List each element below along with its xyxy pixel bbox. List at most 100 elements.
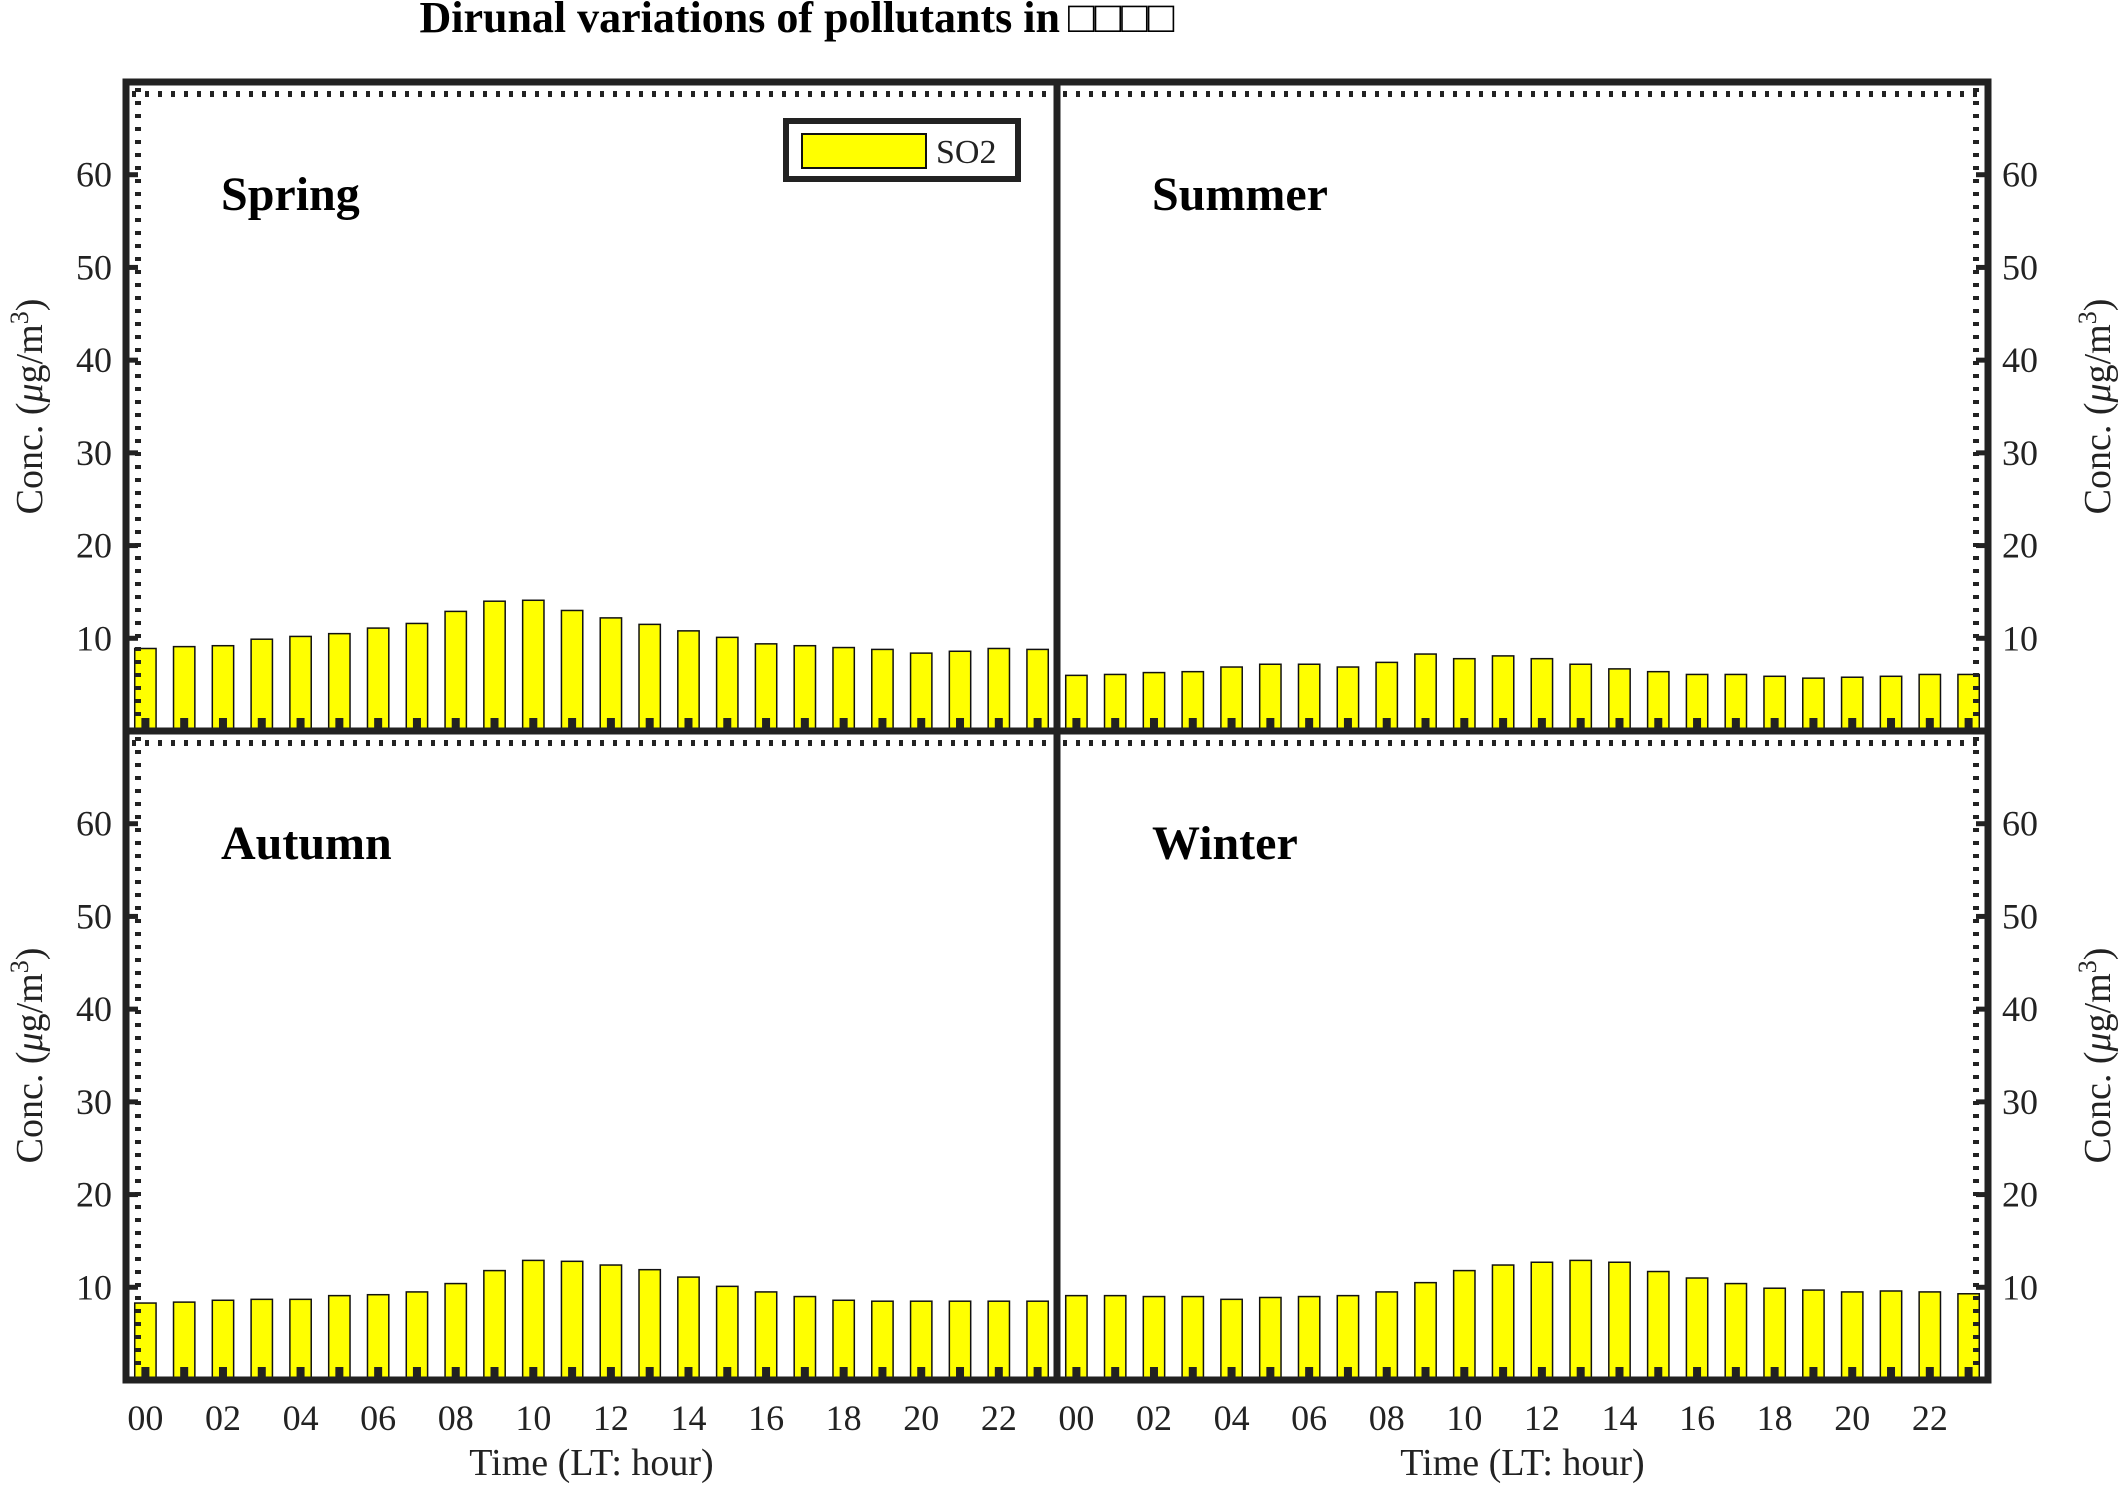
bar-07 bbox=[405, 622, 429, 732]
bar-13 bbox=[638, 623, 662, 732]
x-tick-mark bbox=[257, 1367, 266, 1377]
x-tick-mark bbox=[180, 718, 189, 728]
bar-14 bbox=[677, 1276, 700, 1381]
panels: 10 20 30 40 50 60 Conc. (μg/m3) Spring SO2 10 20 30… bbox=[5, 78, 2119, 1484]
bar-19 bbox=[1802, 1289, 1825, 1381]
x-tick-mark bbox=[1925, 718, 1934, 728]
x-tick-label: 18 bbox=[826, 1398, 862, 1438]
x-tick-mark bbox=[1072, 718, 1081, 728]
x-tick-mark bbox=[1149, 1367, 1158, 1377]
y-tick-label: 20 bbox=[76, 526, 112, 566]
x-tick-mark bbox=[878, 1367, 887, 1377]
y-tick-label: 30 bbox=[2002, 1082, 2038, 1122]
legend-swatch bbox=[801, 133, 927, 169]
x-tick-mark bbox=[1072, 1367, 1081, 1377]
x-axis-label: Time (LT: hour) bbox=[469, 1442, 713, 1484]
panel-winter: 10 20 30 40 50 60 Conc. (μg/m3) Winter 00 02 04 06 0… bbox=[1053, 727, 2119, 1484]
y-tick-label: 50 bbox=[76, 896, 112, 936]
x-tick-mark bbox=[1964, 718, 1973, 728]
x-tick-mark bbox=[645, 1367, 654, 1377]
x-tick-mark bbox=[218, 718, 227, 728]
x-tick-label: 04 bbox=[1214, 1398, 1250, 1438]
minor-ticks bbox=[132, 88, 1051, 725]
x-tick-mark bbox=[956, 1367, 965, 1377]
x-tick-mark bbox=[1266, 1367, 1275, 1377]
bar-15 bbox=[715, 1285, 739, 1381]
x-tick-mark bbox=[917, 718, 926, 728]
x-tick-mark bbox=[723, 718, 732, 728]
bar-14 bbox=[1608, 1261, 1631, 1381]
x-tick-label: 06 bbox=[1291, 1398, 1327, 1438]
x-tick-mark bbox=[296, 1367, 305, 1377]
x-tick-mark bbox=[529, 1367, 538, 1377]
x-tick-mark bbox=[684, 1367, 693, 1377]
x-tick-mark bbox=[1770, 718, 1779, 728]
x-tick-mark bbox=[1460, 718, 1469, 728]
x-tick-mark bbox=[1421, 1367, 1430, 1377]
x-tick-label: 10 bbox=[515, 1398, 551, 1438]
x-tick-mark bbox=[1343, 718, 1352, 728]
minor-ticks bbox=[1063, 737, 1982, 1374]
x-tick-label: 00 bbox=[1058, 1398, 1094, 1438]
x-tick-mark bbox=[1887, 718, 1896, 728]
x-tick-mark bbox=[529, 718, 538, 728]
x-tick-mark bbox=[839, 718, 848, 728]
x-tick-label: 22 bbox=[1912, 1398, 1948, 1438]
x-tick-mark bbox=[800, 718, 809, 728]
x-tick-mark bbox=[1731, 1367, 1740, 1377]
bar-09 bbox=[1414, 1281, 1437, 1381]
x-tick-label: 20 bbox=[903, 1398, 939, 1438]
bar-18 bbox=[1763, 1287, 1787, 1381]
x-tick-label: 14 bbox=[670, 1398, 706, 1438]
x-tick-mark bbox=[1537, 1367, 1546, 1377]
x-tick-label: 08 bbox=[438, 1398, 474, 1438]
y-tick-label: 10 bbox=[2002, 1267, 2038, 1307]
y-tick-label: 60 bbox=[2002, 804, 2038, 844]
bar-07 bbox=[405, 1291, 429, 1381]
x-tick-mark bbox=[451, 1367, 460, 1377]
bar-05 bbox=[327, 632, 351, 732]
panel-spring: 10 20 30 40 50 60 Conc. (μg/m3) Spring SO2 bbox=[5, 78, 1061, 735]
x-tick-label: 22 bbox=[981, 1398, 1017, 1438]
x-tick-mark bbox=[141, 1367, 150, 1377]
bar-11 bbox=[1491, 1264, 1515, 1381]
x-tick-mark bbox=[1731, 718, 1740, 728]
x-tick-mark bbox=[335, 1367, 344, 1377]
x-tick-mark bbox=[723, 1367, 732, 1377]
bar-12 bbox=[599, 1264, 623, 1381]
bar-15 bbox=[1646, 1270, 1670, 1381]
bar-16 bbox=[754, 1291, 778, 1381]
x-tick-label: 16 bbox=[748, 1398, 784, 1438]
x-tick-mark bbox=[606, 718, 615, 728]
y-tick-label: 10 bbox=[2002, 618, 2038, 658]
x-tick-mark bbox=[1111, 718, 1120, 728]
x-tick-mark bbox=[1576, 718, 1585, 728]
x-tick-mark bbox=[568, 718, 577, 728]
x-tick-mark bbox=[1033, 718, 1042, 728]
bar-16 bbox=[754, 643, 778, 732]
x-tick-mark bbox=[1188, 1367, 1197, 1377]
bar-10 bbox=[521, 599, 545, 732]
x-tick-label: 08 bbox=[1369, 1398, 1405, 1438]
x-tick-mark bbox=[180, 1367, 189, 1377]
y-tick-label: 10 bbox=[76, 1267, 112, 1307]
x-tick-mark bbox=[141, 718, 150, 728]
bar-08 bbox=[444, 610, 468, 732]
x-tick-mark bbox=[1499, 718, 1508, 728]
y-tick-label: 50 bbox=[2002, 896, 2038, 936]
y-tick-label: 40 bbox=[76, 989, 112, 1029]
x-tick-mark bbox=[917, 1367, 926, 1377]
chart-title-suffix: □□□□ bbox=[1068, 0, 1175, 42]
x-tick-mark bbox=[451, 718, 460, 728]
x-tick-label: 02 bbox=[205, 1398, 241, 1438]
bar-12 bbox=[1530, 1261, 1554, 1381]
x-tick-mark bbox=[1382, 718, 1391, 728]
y-axis-label: Conc. (μg/m3) bbox=[5, 948, 51, 1164]
y-tick-label: 30 bbox=[76, 433, 112, 473]
x-tick-mark bbox=[1188, 718, 1197, 728]
x-tick-label: 12 bbox=[593, 1398, 629, 1438]
x-tick-mark bbox=[762, 718, 771, 728]
y-tick-label: 20 bbox=[2002, 1175, 2038, 1215]
x-tick-mark bbox=[800, 1367, 809, 1377]
